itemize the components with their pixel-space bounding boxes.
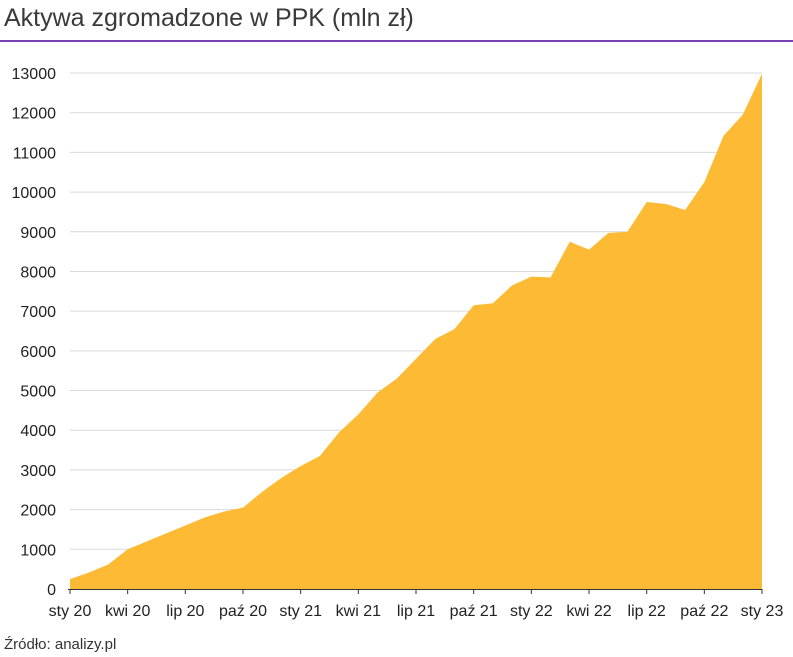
x-tick-label: sty 20 <box>49 603 92 620</box>
x-tick-label: kwi 22 <box>566 603 611 620</box>
y-tick-label: 13000 <box>12 66 57 83</box>
title-divider <box>0 40 793 42</box>
x-tick-label: paź 21 <box>450 603 498 620</box>
y-tick-label: 8000 <box>20 264 56 281</box>
area-fill <box>70 73 762 590</box>
x-tick-label: sty 22 <box>510 603 553 620</box>
chart-title: Aktywa zgromadzone w PPK (mln zł) <box>4 4 414 32</box>
x-tick-label: lip 22 <box>628 603 666 620</box>
y-tick-label: 12000 <box>12 106 57 123</box>
y-tick-label: 4000 <box>20 423 56 440</box>
y-tick-label: 2000 <box>20 503 56 520</box>
y-tick-label: 6000 <box>20 344 56 361</box>
y-axis-tick-labels: 0 1000 2000 3000 4000 5000 6000 7000 8000 9000 100… <box>12 66 57 599</box>
y-tick-label: 0 <box>47 582 56 599</box>
x-tick-label: sty 23 <box>741 603 784 620</box>
y-tick-label: 7000 <box>20 304 56 321</box>
x-axis <box>68 589 763 594</box>
x-tick-label: kwi 21 <box>336 603 381 620</box>
y-tick-label: 11000 <box>13 145 56 162</box>
x-tick-label: lip 21 <box>397 603 435 620</box>
y-tick-label: 10000 <box>12 185 57 202</box>
x-tick-label: paź 22 <box>680 603 728 620</box>
x-tick-label: paź 20 <box>219 603 267 620</box>
x-tick-label: lip 20 <box>166 603 204 620</box>
y-tick-label: 5000 <box>20 384 56 401</box>
y-tick-label: 1000 <box>20 542 56 559</box>
x-axis-tick-labels: sty 20 kwi 20 lip 20 paź 20 sty 21 kwi 21 lip … <box>49 603 784 620</box>
x-tick-label: sty 21 <box>279 603 322 620</box>
x-tick-label: kwi 20 <box>105 603 150 620</box>
y-tick-label: 3000 <box>20 463 56 480</box>
y-tick-label: 9000 <box>20 225 56 242</box>
area-series <box>70 73 762 590</box>
source-note: Źródło: analizy.pl <box>4 636 117 653</box>
